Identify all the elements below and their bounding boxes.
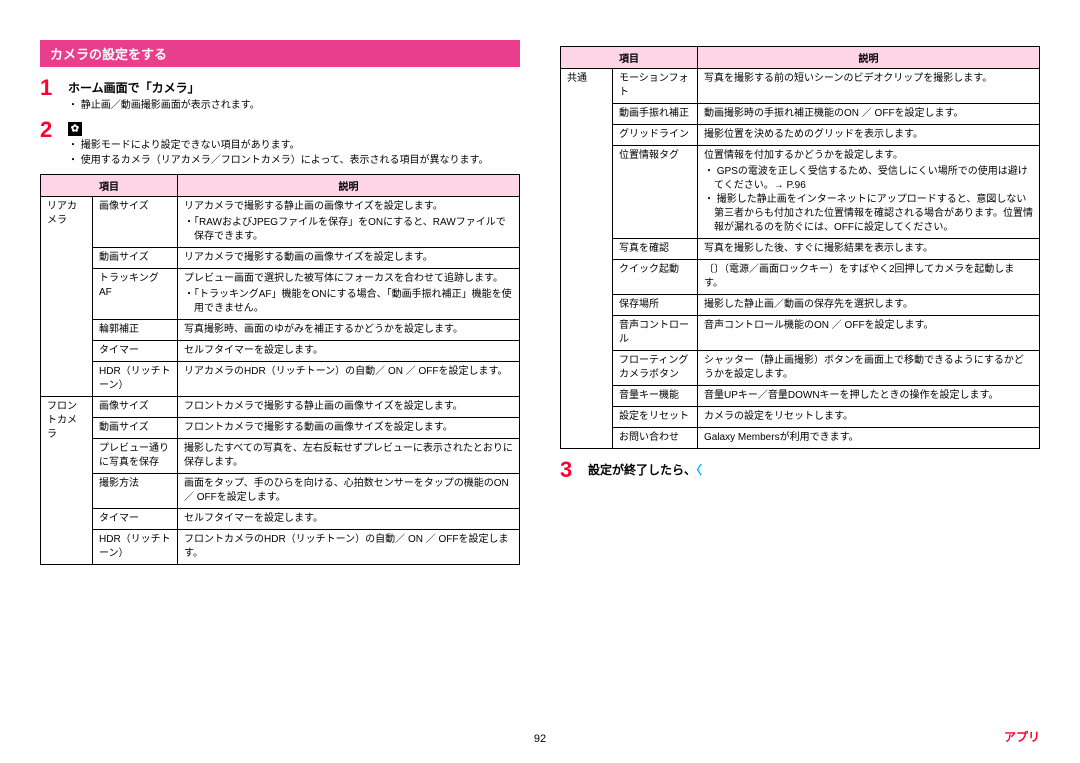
- step-number: 2: [40, 119, 60, 141]
- table-row: 動画サイズフロントカメラで撮影する動画の画像サイズを設定します。: [41, 417, 520, 438]
- table-row: 撮影方法画面をタップ、手のひらを向ける、心拍数センサーをタップの機能のON ／ …: [41, 473, 520, 508]
- table-row: 輪郭補正写真撮影時、画面のゆがみを補正するかどうかを設定します。: [41, 319, 520, 340]
- right-column: 項目 説明 共通モーションフォト写真を撮影する前の短いシーンのビデオクリップを撮…: [560, 40, 1040, 565]
- step-2: 2 ・ 撮影モードにより設定できない項目があります。 ・ 使用するカメラ（リアカ…: [40, 119, 520, 168]
- step-title: ホーム画面で「カメラ」: [68, 79, 520, 96]
- desc-cell: 写真を撮影する前の短いシーンのビデオクリップを撮影します。: [698, 69, 1040, 104]
- desc-cell: フロントカメラのHDR（リッチトーン）の自動／ ON ／ OFFを設定します。: [178, 529, 520, 564]
- page-number: 92: [534, 733, 546, 745]
- table-row: 設定をリセットカメラの設定をリセットします。: [561, 407, 1040, 428]
- desc-cell: 撮影位置を決めるためのグリッドを表示します。: [698, 125, 1040, 146]
- table-row: グリッドライン撮影位置を決めるためのグリッドを表示します。: [561, 125, 1040, 146]
- item-cell: プレビュー通りに写真を保存: [93, 438, 178, 473]
- desc-cell: 写真を撮影した後、すぐに撮影結果を表示します。: [698, 239, 1040, 260]
- item-cell: 動画手振れ補正: [613, 104, 698, 125]
- desc-cell: 撮影したすべての写真を、左右反転せずプレビューに表示されたとおりに保存します。: [178, 438, 520, 473]
- desc-cell: フロントカメラで撮影する動画の画像サイズを設定します。: [178, 417, 520, 438]
- settings-table-2: 項目 説明 共通モーションフォト写真を撮影する前の短いシーンのビデオクリップを撮…: [560, 46, 1040, 449]
- section-header: カメラの設定をする: [40, 40, 520, 67]
- th-item: 項目: [561, 47, 698, 69]
- item-cell: 動画サイズ: [93, 417, 178, 438]
- desc-cell: 写真撮影時、画面のゆがみを補正するかどうかを設定します。: [178, 319, 520, 340]
- step-number: 1: [40, 77, 60, 99]
- category-cell: リアカメラ: [41, 196, 93, 396]
- table-row: プレビュー通りに写真を保存撮影したすべての写真を、左右反転せずプレビューに表示さ…: [41, 438, 520, 473]
- table-row: トラッキングAFプレビュー画面で選択した被写体にフォーカスを合わせて追跡します。…: [41, 268, 520, 319]
- item-cell: 輪郭補正: [93, 319, 178, 340]
- table-row: フローティングカメラボタンシャッター（静止画撮影）ボタンを画面上で移動できるよう…: [561, 351, 1040, 386]
- item-cell: 音声コントロール: [613, 316, 698, 351]
- item-cell: 音量キー機能: [613, 386, 698, 407]
- desc-cell: 音声コントロール機能のON ／ OFFを設定します。: [698, 316, 1040, 351]
- desc-cell: 撮影した静止画／動画の保存先を選択します。: [698, 295, 1040, 316]
- desc-cell: リアカメラで撮影する動画の画像サイズを設定します。: [178, 247, 520, 268]
- desc-cell: リアカメラで撮影する静止画の画像サイズを設定します。・「RAWおよびJPEGファ…: [178, 196, 520, 247]
- table-row: 音声コントロール音声コントロール機能のON ／ OFFを設定します。: [561, 316, 1040, 351]
- table-row: 音量キー機能音量UPキー／音量DOWNキーを押したときの操作を設定します。: [561, 386, 1040, 407]
- item-cell: 位置情報タグ: [613, 146, 698, 239]
- desc-cell: セルフタイマーを設定します。: [178, 340, 520, 361]
- desc-cell: カメラの設定をリセットします。: [698, 407, 1040, 428]
- desc-cell: フロントカメラで撮影する静止画の画像サイズを設定します。: [178, 396, 520, 417]
- table-row: 動画サイズリアカメラで撮影する動画の画像サイズを設定します。: [41, 247, 520, 268]
- table-row: HDR（リッチトーン）リアカメラのHDR（リッチトーン）の自動／ ON ／ OF…: [41, 361, 520, 396]
- table-row: リアカメラ画像サイズリアカメラで撮影する静止画の画像サイズを設定します。・「RA…: [41, 196, 520, 247]
- back-chevron-icon: 〈: [696, 463, 702, 477]
- step-3: 3 設定が終了したら、〈: [560, 459, 1040, 481]
- item-cell: 画像サイズ: [93, 196, 178, 247]
- th-item: 項目: [41, 174, 178, 196]
- step-bullet: ・ 撮影モードにより設定できない項目があります。: [68, 138, 520, 153]
- item-cell: タイマー: [93, 340, 178, 361]
- table-row: タイマーセルフタイマーを設定します。: [41, 340, 520, 361]
- desc-cell: プレビュー画面で選択した被写体にフォーカスを合わせて追跡します。・「トラッキング…: [178, 268, 520, 319]
- table-row: お問い合わせGalaxy Membersが利用できます。: [561, 428, 1040, 449]
- item-cell: 写真を確認: [613, 239, 698, 260]
- desc-cell: 音量UPキー／音量DOWNキーを押したときの操作を設定します。: [698, 386, 1040, 407]
- item-cell: 撮影方法: [93, 473, 178, 508]
- item-cell: タイマー: [93, 508, 178, 529]
- table-row: HDR（リッチトーン）フロントカメラのHDR（リッチトーン）の自動／ ON ／ …: [41, 529, 520, 564]
- item-cell: 動画サイズ: [93, 247, 178, 268]
- table-row: 写真を確認写真を撮影した後、すぐに撮影結果を表示します。: [561, 239, 1040, 260]
- item-cell: モーションフォト: [613, 69, 698, 104]
- table-row: 保存場所撮影した静止画／動画の保存先を選択します。: [561, 295, 1040, 316]
- category-cell: フロントカメラ: [41, 396, 93, 564]
- desc-cell: 画面をタップ、手のひらを向ける、心拍数センサーをタップの機能のON ／ OFFを…: [178, 473, 520, 508]
- item-cell: HDR（リッチトーン）: [93, 529, 178, 564]
- table-row: クイック起動〔〕（電源／画面ロックキー）をすばやく2回押してカメラを起動します。: [561, 260, 1040, 295]
- desc-cell: 〔〕（電源／画面ロックキー）をすばやく2回押してカメラを起動します。: [698, 260, 1040, 295]
- item-cell: 保存場所: [613, 295, 698, 316]
- th-desc: 説明: [698, 47, 1040, 69]
- item-cell: お問い合わせ: [613, 428, 698, 449]
- step-title-text: 設定が終了したら、: [588, 463, 696, 477]
- item-cell: 設定をリセット: [613, 407, 698, 428]
- table-row: フロントカメラ画像サイズフロントカメラで撮影する静止画の画像サイズを設定します。: [41, 396, 520, 417]
- desc-cell: 動画撮影時の手振れ補正機能のON ／ OFFを設定します。: [698, 104, 1040, 125]
- item-cell: トラッキングAF: [93, 268, 178, 319]
- th-desc: 説明: [178, 174, 520, 196]
- item-cell: グリッドライン: [613, 125, 698, 146]
- step-bullet: ・ 静止画／動画撮影画面が表示されます。: [68, 98, 520, 113]
- step-number: 3: [560, 459, 580, 481]
- table-row: 動画手振れ補正動画撮影時の手振れ補正機能のON ／ OFFを設定します。: [561, 104, 1040, 125]
- item-cell: クイック起動: [613, 260, 698, 295]
- item-cell: 画像サイズ: [93, 396, 178, 417]
- desc-cell: 位置情報を付加するかどうかを設定します。・ GPSの電波を正しく受信するため、受…: [698, 146, 1040, 239]
- step-1: 1 ホーム画面で「カメラ」 ・ 静止画／動画撮影画面が表示されます。: [40, 77, 520, 113]
- desc-cell: シャッター（静止画撮影）ボタンを画面上で移動できるようにするかどうかを設定します…: [698, 351, 1040, 386]
- left-column: カメラの設定をする 1 ホーム画面で「カメラ」 ・ 静止画／動画撮影画面が表示さ…: [40, 40, 520, 565]
- footer-category: アプリ: [1004, 728, 1040, 745]
- item-cell: HDR（リッチトーン）: [93, 361, 178, 396]
- step-bullet: ・ 使用するカメラ（リアカメラ／フロントカメラ）によって、表示される項目が異なり…: [68, 153, 520, 168]
- desc-cell: リアカメラのHDR（リッチトーン）の自動／ ON ／ OFFを設定します。: [178, 361, 520, 396]
- settings-table-1: 項目 説明 リアカメラ画像サイズリアカメラで撮影する静止画の画像サイズを設定しま…: [40, 174, 520, 565]
- desc-cell: Galaxy Membersが利用できます。: [698, 428, 1040, 449]
- desc-cell: セルフタイマーを設定します。: [178, 508, 520, 529]
- gear-icon: [68, 122, 82, 136]
- category-cell: 共通: [561, 69, 613, 449]
- item-cell: フローティングカメラボタン: [613, 351, 698, 386]
- table-row: 位置情報タグ位置情報を付加するかどうかを設定します。・ GPSの電波を正しく受信…: [561, 146, 1040, 239]
- table-row: タイマーセルフタイマーを設定します。: [41, 508, 520, 529]
- table-row: 共通モーションフォト写真を撮影する前の短いシーンのビデオクリップを撮影します。: [561, 69, 1040, 104]
